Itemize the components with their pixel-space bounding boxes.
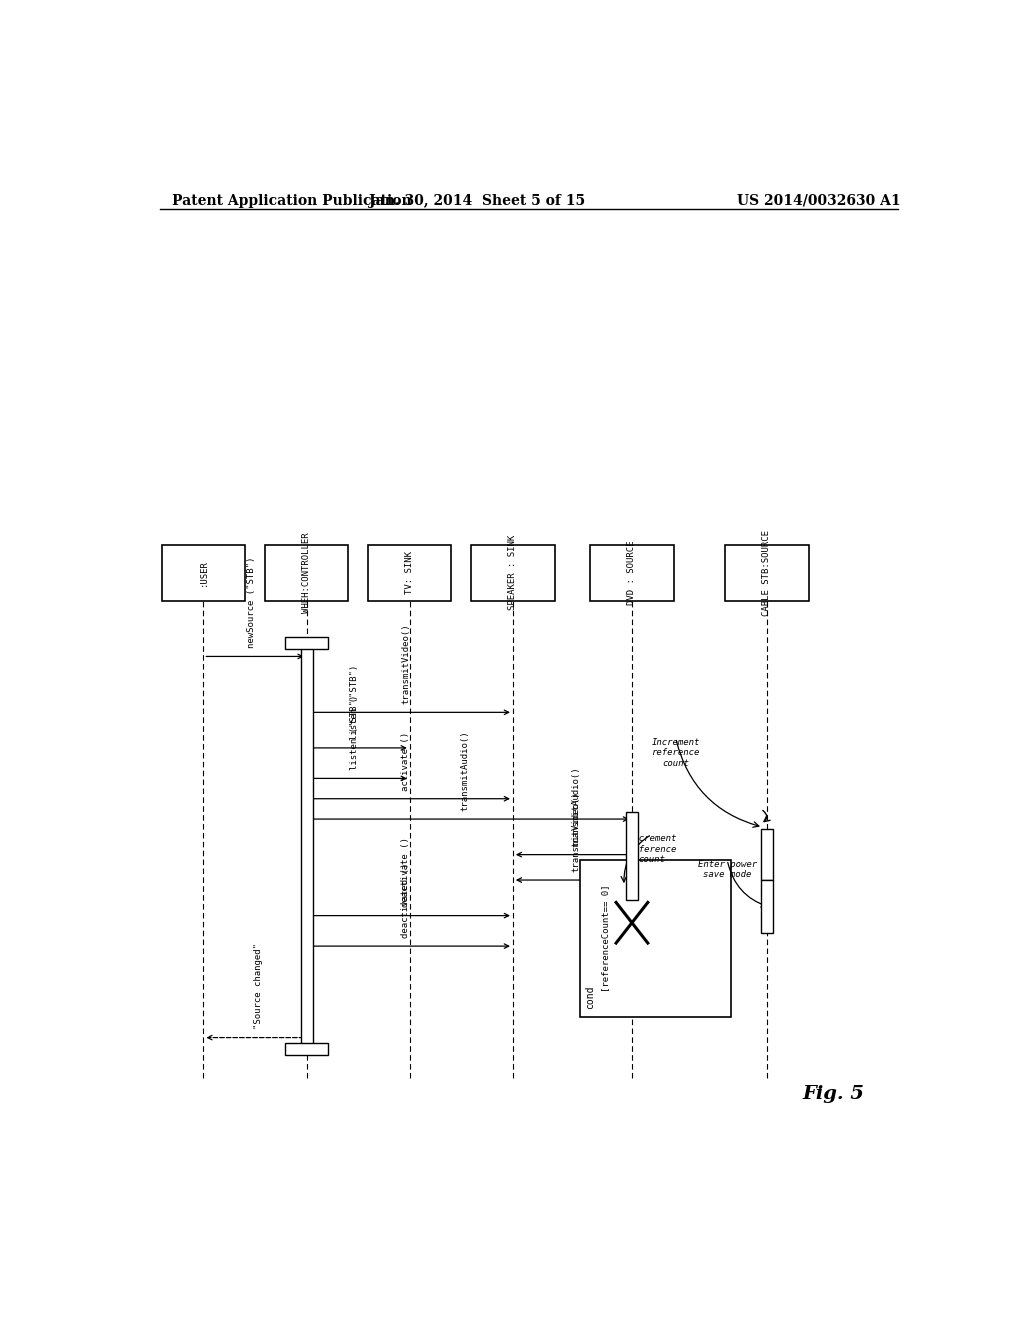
Text: :USER: :USER <box>199 560 208 586</box>
Text: SPEAKER : SINK: SPEAKER : SINK <box>508 535 517 610</box>
Text: transmitVideo(): transmitVideo() <box>401 623 411 704</box>
Text: deactivated (): deactivated () <box>401 863 411 939</box>
Bar <box>626 812 638 900</box>
Text: listen ("STB"): listen ("STB") <box>349 696 358 771</box>
Bar <box>368 545 452 601</box>
Text: transmitAudio(): transmitAudio() <box>461 730 470 810</box>
Text: transmitVideo(): transmitVideo() <box>571 791 581 873</box>
Bar <box>761 880 773 933</box>
Text: newSource ("STB"): newSource ("STB") <box>247 557 256 648</box>
Text: Increment
reference
count: Increment reference count <box>651 738 699 767</box>
Text: Enter power
save mode: Enter power save mode <box>697 859 757 879</box>
Text: Jan. 30, 2014  Sheet 5 of 15: Jan. 30, 2014 Sheet 5 of 15 <box>369 194 586 209</box>
Text: DVD : SOURCE: DVD : SOURCE <box>628 540 637 605</box>
Bar <box>162 545 245 601</box>
Text: US 2014/0032630 A1: US 2014/0032630 A1 <box>736 194 900 209</box>
Text: listen ("STB"): listen ("STB") <box>349 664 358 739</box>
Bar <box>590 545 674 601</box>
Text: activate (): activate () <box>401 731 411 791</box>
Bar <box>301 647 312 1053</box>
Text: Decrement
reference
count: Decrement reference count <box>628 834 676 865</box>
Text: transmitAudio(): transmitAudio() <box>571 766 581 846</box>
Bar <box>285 1043 329 1055</box>
Bar <box>761 829 773 880</box>
Bar <box>285 638 329 649</box>
Bar <box>265 545 348 601</box>
Text: Fig. 5: Fig. 5 <box>803 1085 864 1102</box>
Text: CABLE STB:SOURCE: CABLE STB:SOURCE <box>762 529 771 615</box>
Text: "Source changed": "Source changed" <box>254 944 263 1030</box>
Text: Patent Application Publication: Patent Application Publication <box>172 194 412 209</box>
Bar <box>725 545 809 601</box>
Text: WHEH:CONTROLLER: WHEH:CONTROLLER <box>302 532 311 612</box>
Text: TV: SINK: TV: SINK <box>406 550 415 594</box>
Bar <box>581 859 731 1018</box>
Text: cond: cond <box>585 985 595 1008</box>
Text: deactivate (): deactivate () <box>401 838 411 907</box>
Bar <box>471 545 555 601</box>
Text: [referenceCount== 0]: [referenceCount== 0] <box>601 884 610 993</box>
